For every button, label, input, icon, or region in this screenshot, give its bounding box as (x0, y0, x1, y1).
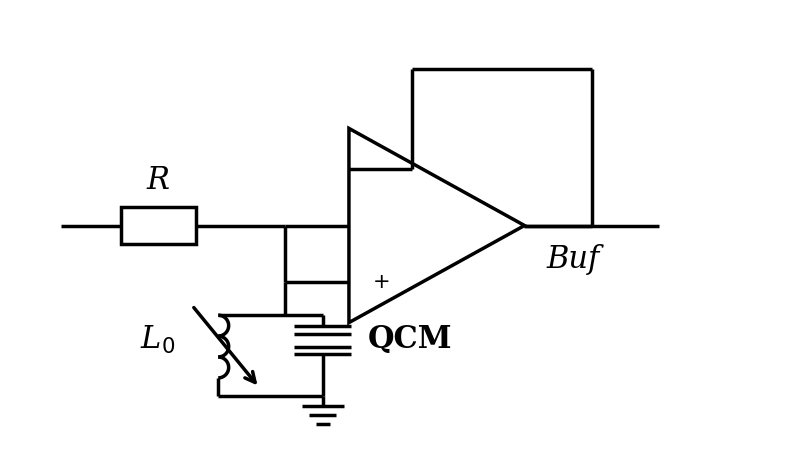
Text: QCM: QCM (367, 324, 452, 355)
Text: $+$: $+$ (372, 272, 390, 291)
Text: L$_0$: L$_0$ (140, 324, 175, 356)
Text: R: R (147, 165, 170, 196)
Text: $-$: $-$ (372, 160, 390, 179)
Bar (121, 207, 196, 244)
Text: Buf: Buf (547, 244, 600, 275)
